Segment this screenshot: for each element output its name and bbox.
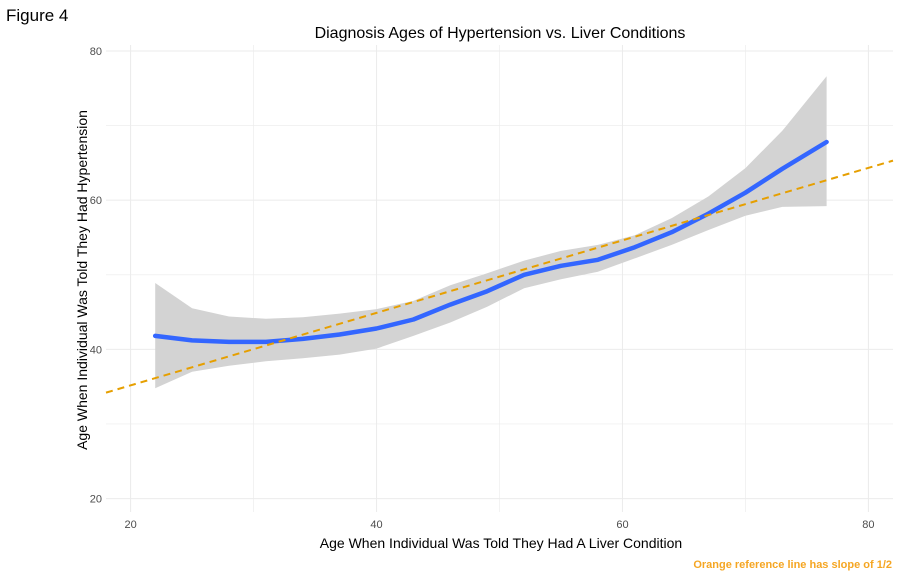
reference-line xyxy=(105,159,894,394)
x-axis-ticks: 20 40 60 80 xyxy=(124,519,874,531)
confidence-band xyxy=(155,76,827,389)
x-tick-label: 20 xyxy=(124,519,136,531)
y-tick-label: 60 xyxy=(90,195,102,207)
smooth-line xyxy=(152,139,829,345)
figure-label: Figure 4 xyxy=(6,6,69,25)
x-tick-label: 40 xyxy=(370,519,382,531)
y-axis-ticks: 20 40 60 80 xyxy=(90,46,102,506)
y-tick-label: 80 xyxy=(90,46,102,58)
x-tick-label: 60 xyxy=(616,519,628,531)
x-axis-title: Age When Individual Was Told They Had A … xyxy=(320,535,682,551)
y-axis-title: Age When Individual Was Told They Had Hy… xyxy=(74,110,90,450)
chart-caption: Orange reference line has slope of 1/2 xyxy=(693,559,892,571)
y-tick-label: 40 xyxy=(90,344,102,356)
chart-title: Diagnosis Ages of Hypertension vs. Liver… xyxy=(315,25,686,42)
y-tick-label: 20 xyxy=(90,494,102,506)
x-tick-label: 80 xyxy=(862,519,874,531)
